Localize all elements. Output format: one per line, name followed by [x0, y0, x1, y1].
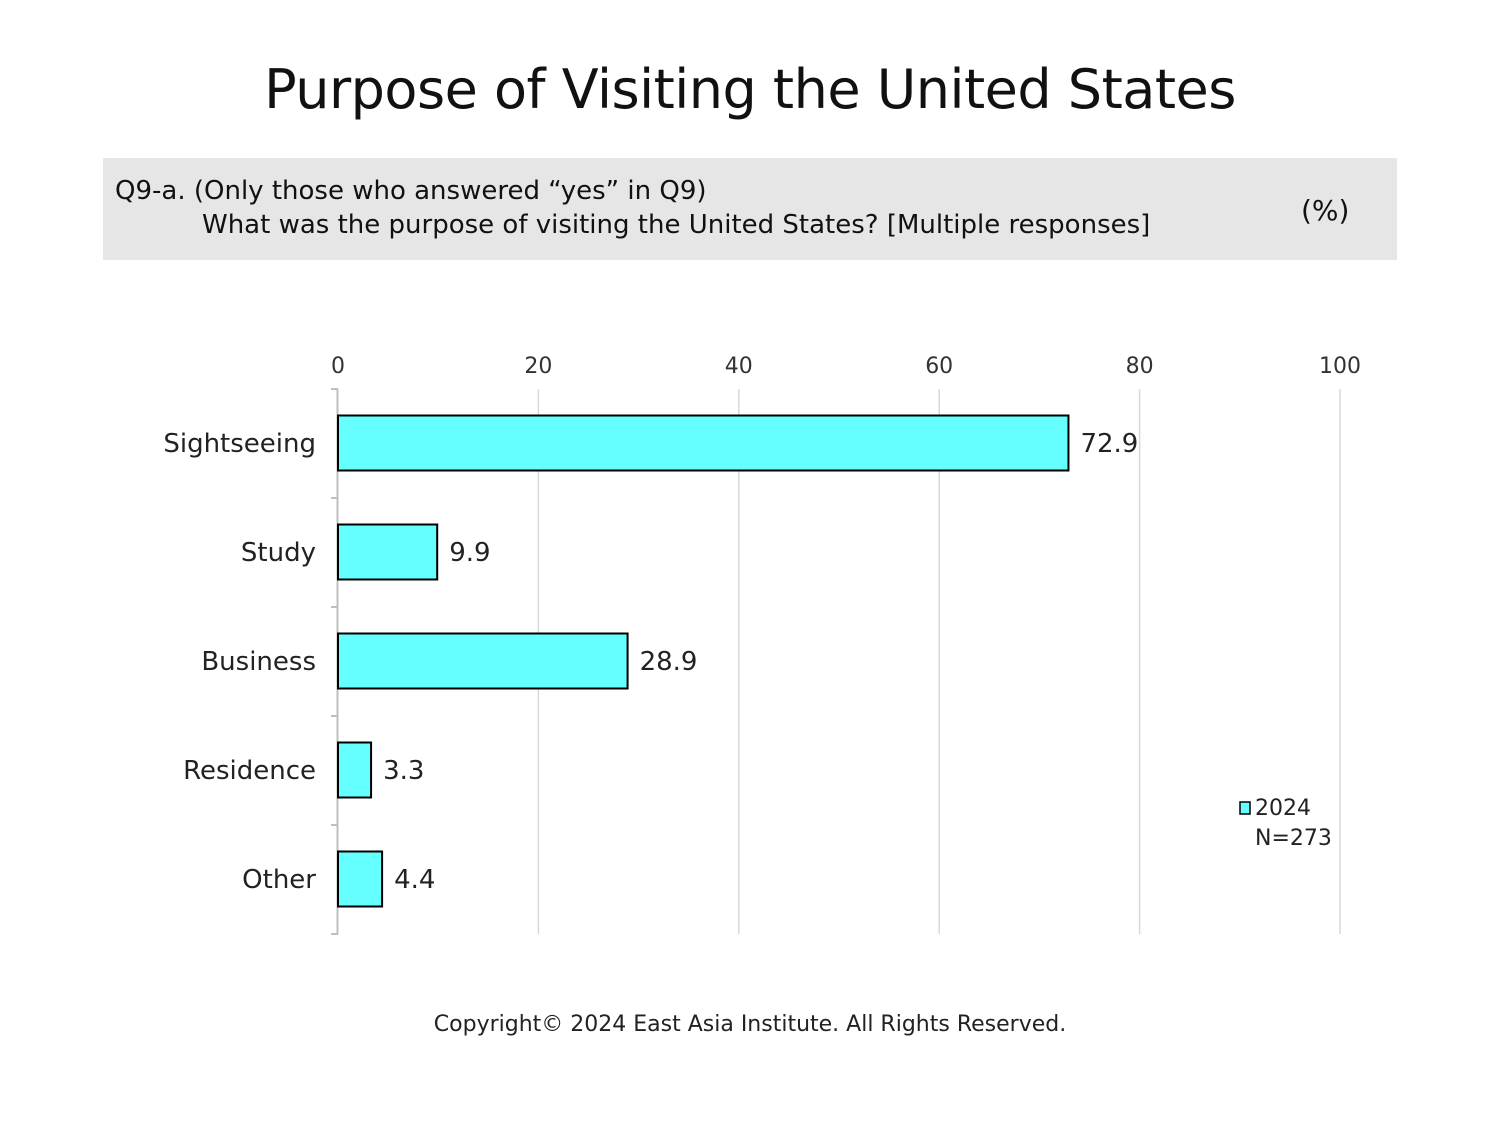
tick-label-20: 20 [524, 354, 552, 379]
value-label-residence: 3.3 [383, 756, 424, 786]
question-line-1: Q9-a. (Only those who answered “yes” in … [115, 176, 707, 206]
value-label-study: 9.9 [449, 538, 490, 568]
legend-swatch [1239, 801, 1251, 815]
value-label-sightseeing: 72.9 [1080, 429, 1138, 459]
bars [337, 414, 1070, 908]
bar-sightseeing [337, 414, 1070, 472]
category-label-business: Business [201, 647, 316, 677]
category-label-study: Study [241, 538, 316, 568]
tick-label-40: 40 [725, 354, 753, 379]
question-box: Q9-a. (Only those who answered “yes” in … [103, 158, 1397, 260]
bar-business [337, 632, 629, 690]
tick-label-80: 80 [1126, 354, 1154, 379]
bar-other [337, 850, 384, 908]
legend-sample-size: N=273 [1255, 826, 1332, 851]
category-label-other: Other [242, 865, 316, 895]
tick-label-100: 100 [1319, 354, 1361, 379]
tick-label-60: 60 [925, 354, 953, 379]
value-label-other: 4.4 [394, 865, 435, 895]
unit-label: (%) [1301, 194, 1350, 227]
category-label-residence: Residence [183, 756, 316, 786]
legend-label: 2024 [1255, 796, 1311, 821]
bar-residence [337, 741, 373, 799]
category-label-sightseeing: Sightseeing [163, 429, 316, 459]
question-line-2: What was the purpose of visiting the Uni… [202, 210, 1151, 240]
x-axis-ticks: 0 20 40 60 80 100 [331, 354, 1361, 379]
value-label-business: 28.9 [640, 647, 698, 677]
labels: 72.9 Sightseeing 9.9 Study 28.9 Business 3.3 Re… [163, 429, 1138, 895]
bar-study [337, 523, 439, 581]
copyright-text: Copyright© 2024 East Asia Institute. All… [433, 1012, 1067, 1037]
legend: 2024 N=273 [1239, 796, 1332, 851]
tick-label-0: 0 [331, 354, 345, 379]
y-axis [331, 388, 339, 935]
page-title: Purpose of Visiting the United States [264, 58, 1236, 121]
